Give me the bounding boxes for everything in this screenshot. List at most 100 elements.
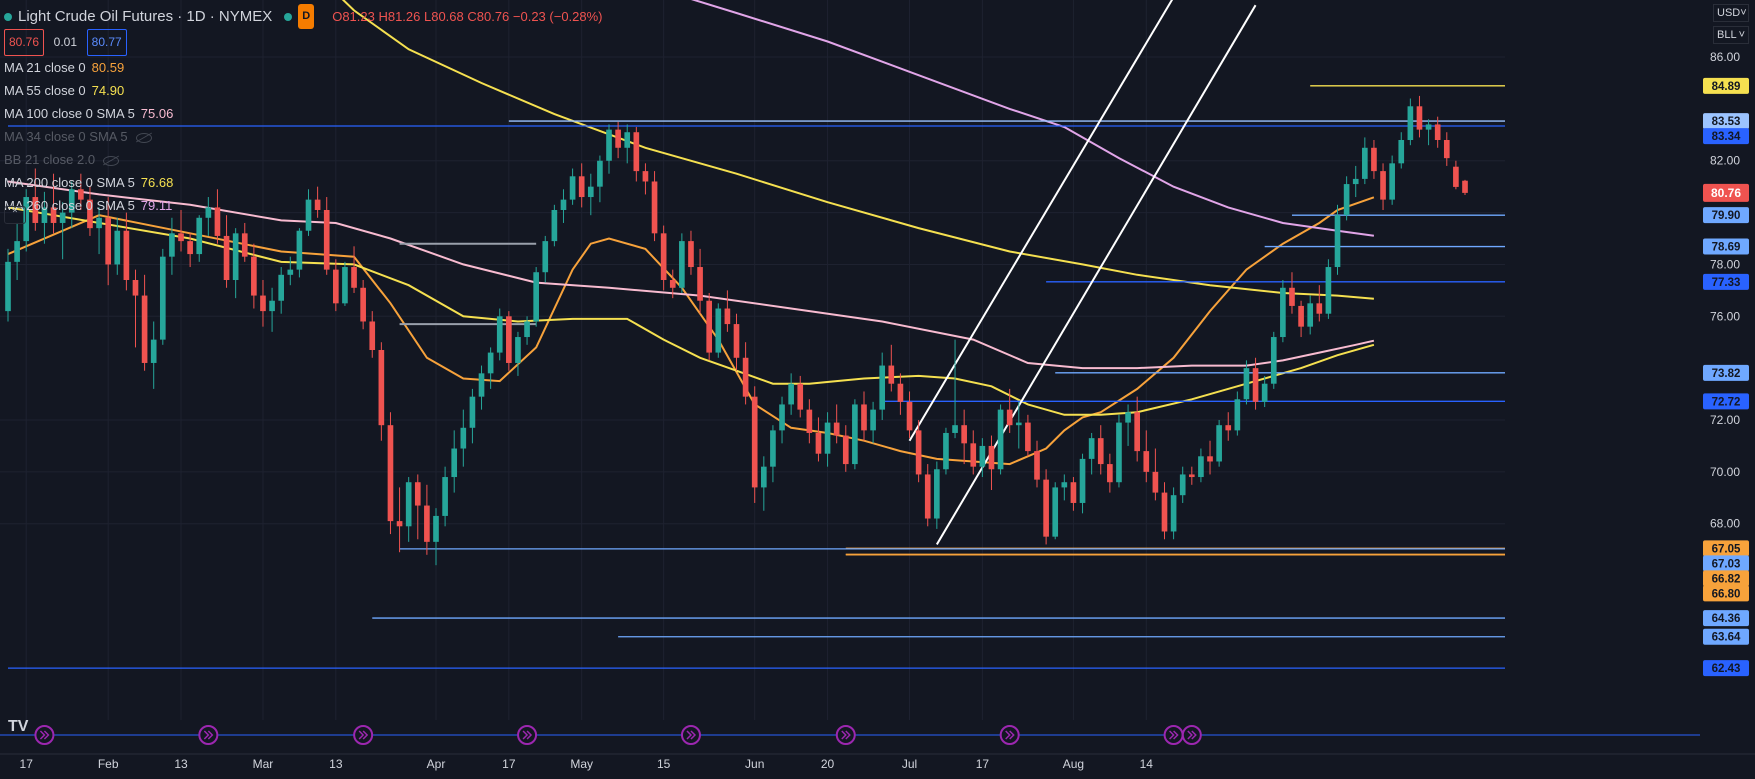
indicator-row[interactable]: BB 21 close 2.0 <box>4 148 603 171</box>
candle-body <box>578 176 585 198</box>
level-lines <box>8 85 1505 669</box>
candle-body <box>387 425 394 522</box>
level-price-label: 79.90 <box>1712 210 1741 222</box>
candle-body <box>824 422 831 454</box>
candle-body <box>50 207 57 223</box>
price-axis[interactable]: 86.0082.0080.0078.0076.0072.0070.0068.00… <box>1505 0 1755 779</box>
candle-body <box>333 269 339 304</box>
candle-body <box>1079 458 1086 503</box>
candle-body <box>23 197 30 242</box>
candle-body <box>924 474 931 519</box>
candle-body <box>760 466 767 488</box>
candle-body <box>1216 425 1222 462</box>
collapse-legend-button[interactable]: ⌃ <box>4 206 26 224</box>
candle-body <box>1170 495 1177 532</box>
candle-body <box>833 422 840 436</box>
event-arrow-icon <box>522 730 533 740</box>
candle-body <box>697 267 703 301</box>
candle-body <box>587 186 594 198</box>
currency-button[interactable]: USD ˅ <box>1713 4 1749 22</box>
candle-body <box>278 274 285 301</box>
candle-body <box>1280 287 1286 338</box>
candle-body <box>442 477 448 516</box>
candle-body <box>78 189 84 200</box>
indicator-label: MA 34 close 0 SMA 5 <box>4 129 128 144</box>
current-price-box <box>1703 183 1749 202</box>
candle-body <box>1134 412 1140 452</box>
candle-body <box>487 352 494 374</box>
candle-body <box>1416 106 1423 130</box>
event-arrow-icon <box>1169 730 1179 740</box>
symbol-title[interactable]: Light Crude Oil Futures · 1D · NYMEX <box>18 8 273 25</box>
candle-body <box>323 210 330 270</box>
indicator-row[interactable]: MA 260 close 0 SMA 5 79.11 <box>4 194 603 217</box>
candle-body <box>1207 456 1213 462</box>
indicator-label: MA 21 close 0 <box>4 60 86 75</box>
ma-line <box>341 0 1374 300</box>
candle-body <box>1161 492 1168 532</box>
candle-body <box>934 469 940 519</box>
time-tick-label: 20 <box>821 757 835 771</box>
indicator-row[interactable]: MA 100 close 0 SMA 5 75.06 <box>4 102 603 125</box>
level-price-box <box>1703 273 1749 290</box>
candle-body <box>342 267 348 304</box>
candle-body <box>260 295 266 312</box>
candle-body <box>1425 124 1432 130</box>
candle-body <box>1334 215 1341 268</box>
indicator-row[interactable]: MA 21 close 0 80.59 <box>4 56 603 79</box>
candle-body <box>1398 140 1405 164</box>
candle-body <box>706 300 713 353</box>
indicator-value: 74.90 <box>91 83 125 98</box>
event-arrow-icon <box>841 730 851 740</box>
candle-body <box>615 129 621 148</box>
hidden-eye-icon[interactable] <box>135 132 152 143</box>
candle-body <box>1179 474 1186 496</box>
candle-body <box>1152 471 1159 493</box>
candle-body <box>1116 422 1122 483</box>
candle-body <box>187 241 193 255</box>
candle-body <box>1097 438 1104 465</box>
time-axis[interactable]: 17 Feb 13 Mar 13 Apr 17 May 15 Jun 20 Jul 17 Aug 14 <box>0 753 1755 771</box>
candle-body <box>1261 383 1268 402</box>
candle-body <box>1343 184 1350 216</box>
candle-body <box>241 233 248 257</box>
candle-body <box>414 482 421 506</box>
time-tick-label: May <box>570 757 593 771</box>
channel-line <box>908 0 1174 442</box>
candle-body <box>296 230 303 270</box>
candle-body <box>1289 287 1295 306</box>
candle-body <box>779 404 785 431</box>
candle-body <box>1243 368 1250 400</box>
candle-body <box>679 241 685 288</box>
event-arrow-icon <box>1187 730 1197 740</box>
candle-body <box>560 199 567 210</box>
ask-price[interactable]: 80.77 <box>86 29 127 56</box>
bid-price[interactable]: 80.76 <box>4 29 45 56</box>
candle-body <box>96 217 102 229</box>
candle-body <box>232 233 239 280</box>
price-tick-label: 70.00 <box>1710 465 1740 479</box>
candle-body <box>624 132 631 148</box>
indicator-value: 80.59 <box>91 60 125 75</box>
hidden-eye-icon[interactable] <box>103 155 120 166</box>
unit-button[interactable]: BLL ˅ <box>1713 26 1749 44</box>
candle-body <box>861 404 867 431</box>
candle-body <box>305 199 312 231</box>
level-price-box <box>1703 628 1749 645</box>
event-arrow-icon <box>203 730 214 740</box>
interval-badge[interactable]: D <box>298 4 315 29</box>
tradingview-logo[interactable]: TV <box>8 718 29 735</box>
candle-body <box>888 365 895 384</box>
candle-body <box>214 207 221 236</box>
live-icon <box>284 12 293 21</box>
candle-body <box>351 267 357 288</box>
indicator-row[interactable]: MA 34 close 0 SMA 5 <box>4 125 603 148</box>
indicator-row[interactable]: MA 200 close 0 SMA 5 76.68 <box>4 171 603 194</box>
time-tick-label: 13 <box>174 757 188 771</box>
candle-body <box>943 432 949 470</box>
level-price-box <box>1703 540 1749 557</box>
level-price-label: 67.05 <box>1712 543 1741 555</box>
indicator-row[interactable]: MA 55 close 0 74.90 <box>4 79 603 102</box>
candle-body <box>424 505 430 542</box>
